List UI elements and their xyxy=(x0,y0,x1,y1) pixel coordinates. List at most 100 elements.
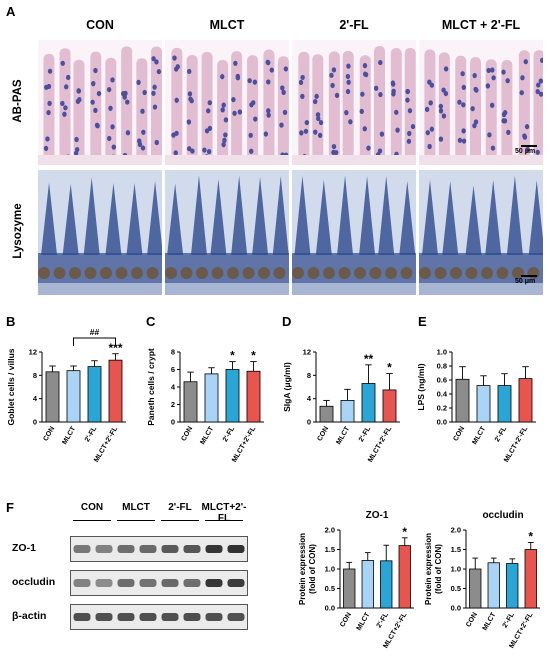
bar xyxy=(476,385,491,423)
bar xyxy=(469,568,482,609)
blot-group-label: MLCT xyxy=(122,502,150,513)
bar xyxy=(87,366,102,423)
bar xyxy=(518,378,533,423)
y-tick-label: 0.5 xyxy=(451,584,461,593)
y-tick-label: 4 xyxy=(171,383,176,392)
blot-band xyxy=(161,613,179,621)
row-label-abpas: AB-PAS xyxy=(12,79,24,123)
abpas-micrograph xyxy=(165,40,289,165)
comparison-bracket xyxy=(73,337,116,346)
y-tick-label: 6 xyxy=(171,365,175,374)
blot-band xyxy=(73,579,91,587)
y-axis-label: Goblet cells / villus xyxy=(6,348,16,425)
blot-band xyxy=(95,579,113,587)
abpas-micrograph xyxy=(292,40,416,165)
y-tick-label: 12 xyxy=(303,348,311,357)
y-axis-label: Protein expression(fold of CON) xyxy=(424,533,443,605)
row-label-lysozyme: Lysozyme xyxy=(12,203,24,259)
bar xyxy=(487,562,500,609)
significance-mark: *** xyxy=(108,341,122,355)
blot-group-label: 2'-FL xyxy=(168,502,192,513)
significance-mark: * xyxy=(230,349,235,363)
bar xyxy=(340,400,355,423)
scale-bar xyxy=(521,275,537,277)
blot-band xyxy=(205,579,223,587)
panel-letter-b: B xyxy=(6,314,16,329)
x-tick-label: MLCT xyxy=(471,425,487,446)
blot-row-label: β-actin xyxy=(12,610,47,622)
bar xyxy=(183,381,198,423)
x-tick-label: CON xyxy=(42,426,56,443)
bar xyxy=(204,373,219,423)
y-tick-label: 1.0 xyxy=(325,565,335,574)
column-title: CON xyxy=(86,18,114,32)
blot-band xyxy=(139,579,157,587)
blot-band xyxy=(183,579,201,587)
y-axis-label: Protein expression(fold of CON) xyxy=(298,533,317,605)
y-axis-label: SIgA (μg/ml) xyxy=(282,362,292,412)
y-tick-label: 0 xyxy=(171,418,175,427)
blot-strip xyxy=(70,536,248,562)
bar xyxy=(382,389,397,423)
abpas-micrograph xyxy=(419,40,543,165)
bar xyxy=(108,359,123,423)
blot-group-label: MLCT+2'-FL xyxy=(201,502,247,524)
lysozyme-micrograph xyxy=(38,170,162,295)
blot-group-underline xyxy=(205,520,243,521)
x-tick-label: 2'-FL xyxy=(84,425,99,443)
x-tick-label: MLCT xyxy=(61,425,77,446)
x-tick-label: 2'-FL xyxy=(494,425,509,443)
bar xyxy=(361,560,374,609)
blot-group-underline xyxy=(73,520,111,521)
x-tick-label: 2'-FL xyxy=(502,611,517,629)
blot-row-label: occludin xyxy=(12,576,56,588)
hash-significance: ## xyxy=(90,327,100,337)
x-tick-label: MLCT xyxy=(335,425,351,446)
panel-letter-e: E xyxy=(418,314,427,329)
lysozyme-micrograph xyxy=(292,170,416,295)
scale-label: 50 μm xyxy=(515,148,536,155)
y-tick-label: 1.5 xyxy=(451,545,461,554)
blot-band xyxy=(139,545,157,553)
y-tick-label: 12 xyxy=(29,348,37,357)
blot-band xyxy=(139,613,157,621)
significance-mark: ** xyxy=(364,352,374,366)
blot-band xyxy=(227,545,245,553)
blot-band xyxy=(205,545,223,553)
bar xyxy=(506,563,519,609)
y-tick-label: 0.0 xyxy=(437,418,447,427)
occludin-chart: 0.0 0.5 1.0 1.5 2.0 Protein expression(fold o… xyxy=(424,510,540,650)
y-tick-label: 4 xyxy=(307,394,312,403)
blot-band xyxy=(183,613,201,621)
goblet-cells-chart: 0 4 8 12 Goblet cells / villus CON MLCT 2'-FL **… xyxy=(6,327,126,464)
blot-band xyxy=(183,545,201,553)
column-title: MLCT + 2'-FL xyxy=(441,18,521,32)
blot-band xyxy=(227,613,245,621)
chart-title: occludin xyxy=(482,510,523,521)
x-tick-label: CON xyxy=(465,612,479,629)
x-tick-label: MLCT xyxy=(482,611,498,632)
blot-band xyxy=(95,545,113,553)
x-tick-label: CON xyxy=(452,426,466,443)
y-tick-label: 0.5 xyxy=(325,584,335,593)
lysozyme-micrograph xyxy=(419,170,543,295)
y-tick-label: 4 xyxy=(33,394,38,403)
y-tick-label: 2.0 xyxy=(325,526,335,535)
blot-row-label: ZO-1 xyxy=(12,542,36,554)
y-tick-label: 0 xyxy=(33,418,37,427)
abpas-micrograph xyxy=(38,40,162,165)
panel-letter-c: C xyxy=(146,314,156,329)
scale-label: 50 μm xyxy=(515,278,536,285)
blot-band xyxy=(95,613,113,621)
column-title: 2'-FL xyxy=(339,18,369,32)
y-tick-label: 2.0 xyxy=(451,526,461,535)
x-tick-label: CON xyxy=(339,612,353,629)
lps-chart: 0.0 0.2 0.4 0.6 0.8 1.0 LPS (ng/ml) CON MLCT 2'-F… xyxy=(416,348,536,464)
blot-group-underline xyxy=(161,520,199,521)
scale-bar xyxy=(521,145,537,147)
y-tick-label: 0.2 xyxy=(437,404,447,413)
blot-band xyxy=(205,613,223,621)
blot-band xyxy=(227,579,245,587)
x-tick-label: 2'-FL xyxy=(358,425,373,443)
